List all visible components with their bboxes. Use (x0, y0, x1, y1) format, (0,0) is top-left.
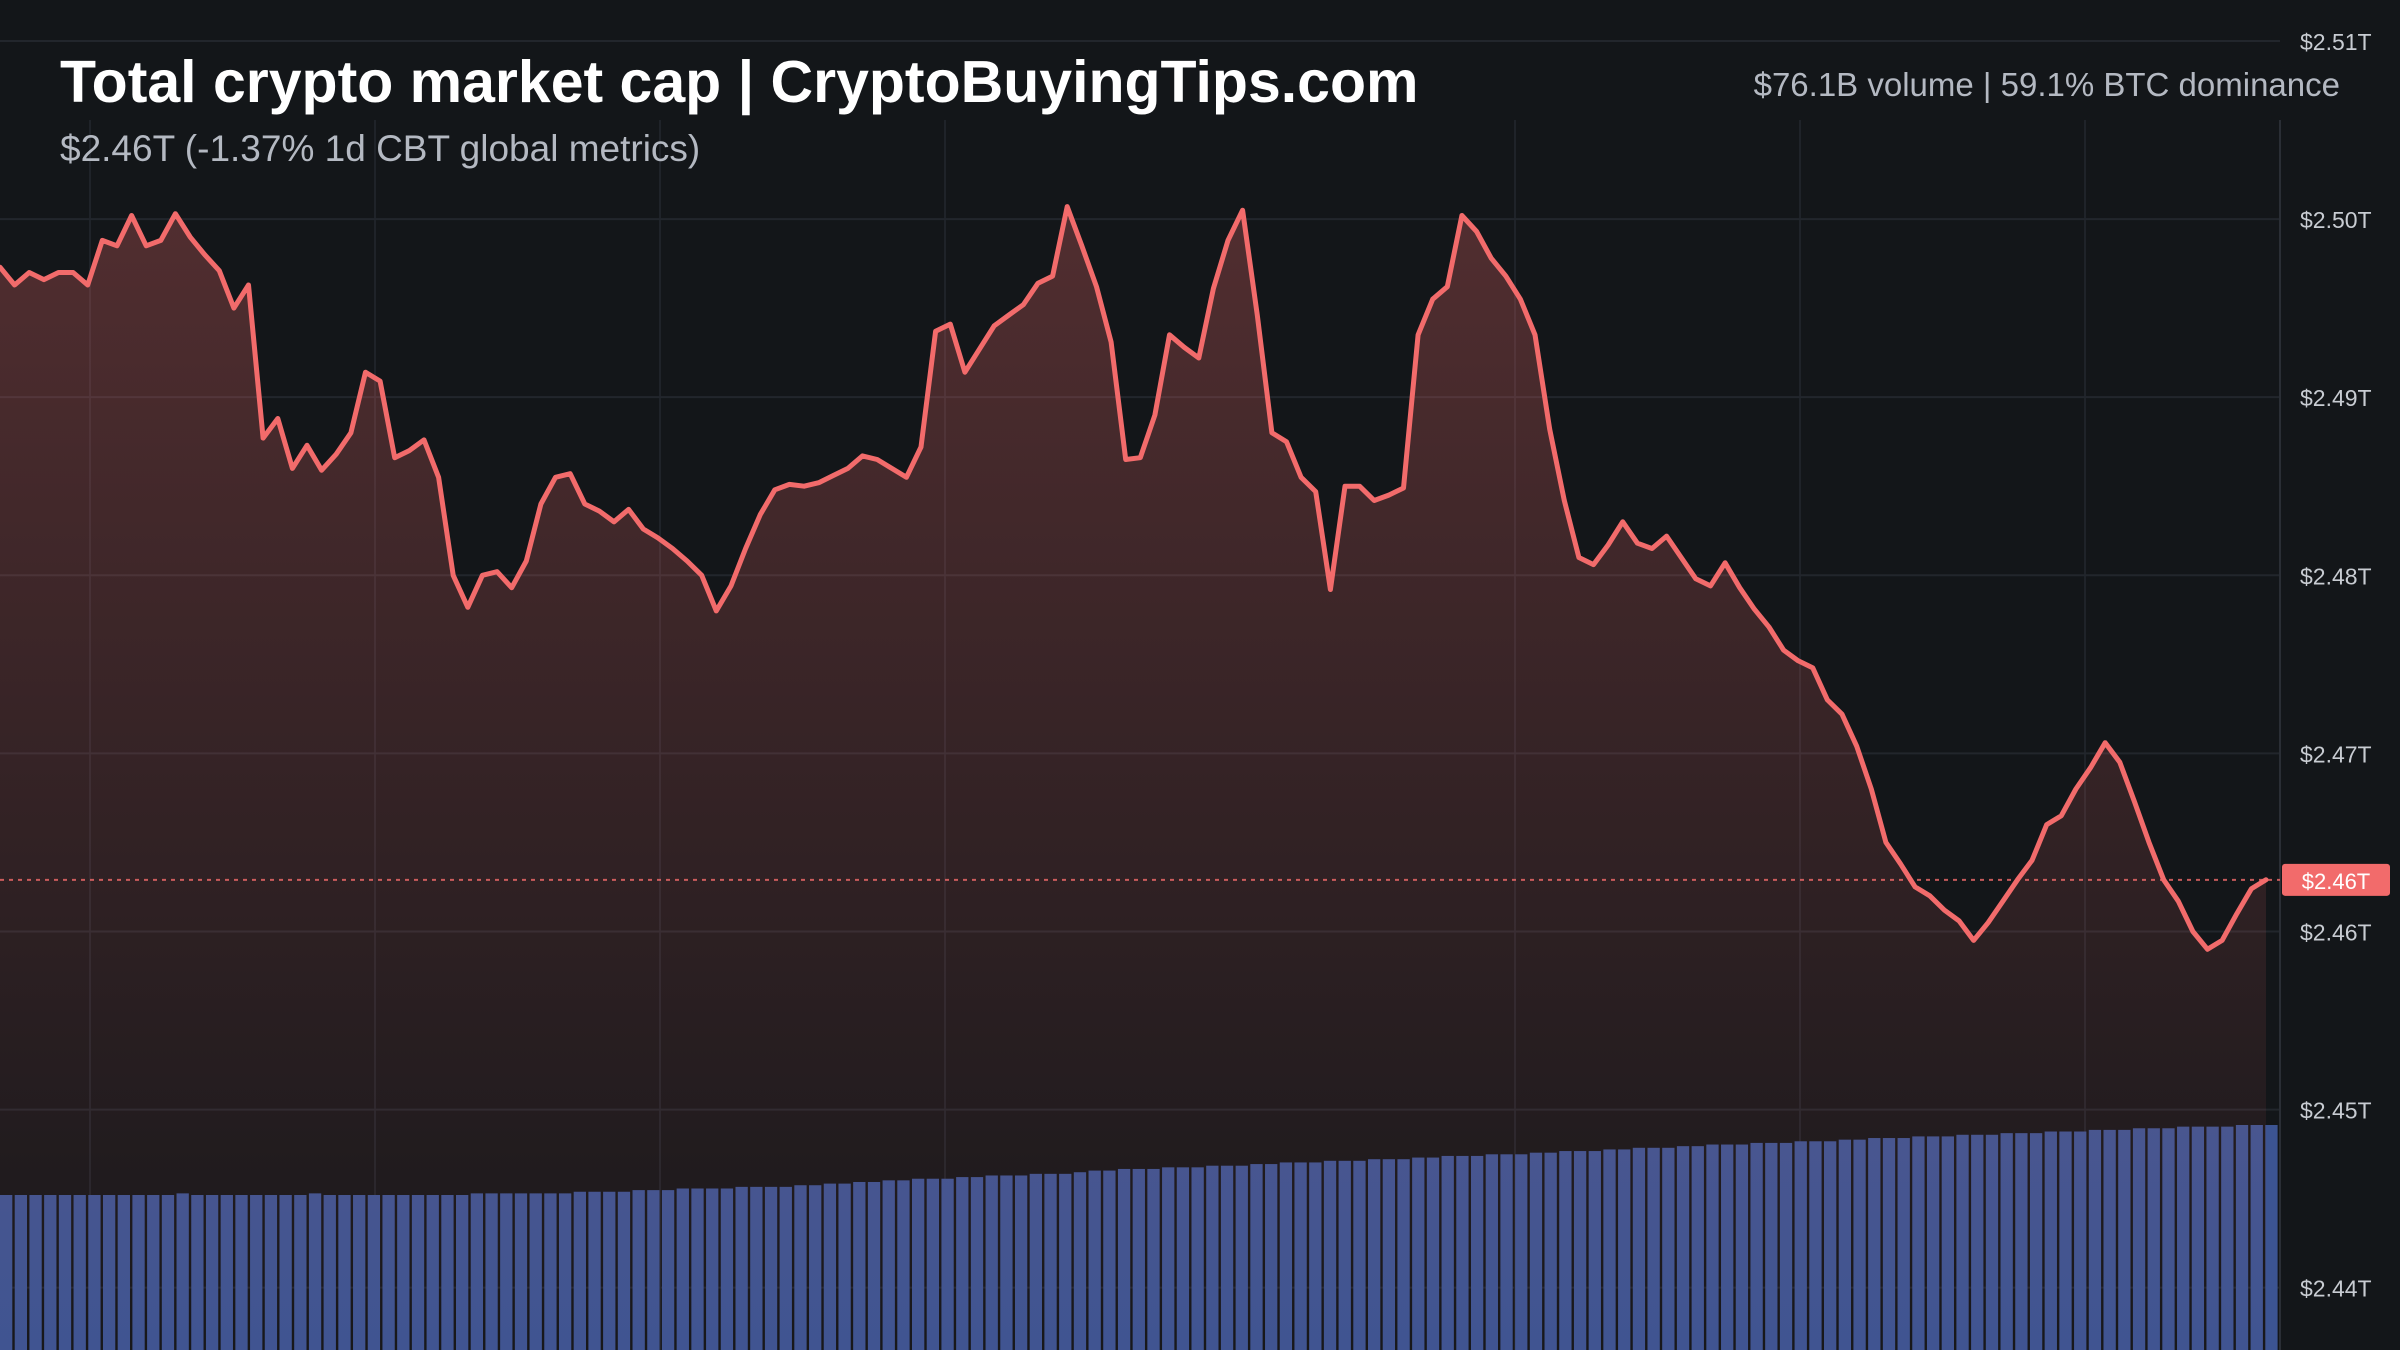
current-price-marker: $2.46T (0, 863, 2390, 896)
price-area-fill (0, 206, 2266, 1350)
price-area (0, 204, 2269, 1350)
y-tick-label: $2.48T (2300, 563, 2372, 589)
y-tick-label: $2.45T (2300, 1098, 2372, 1124)
y-tick-label: $2.51T (2300, 29, 2372, 55)
current-price-label: $2.46T (2302, 869, 2371, 894)
chart-subtitle: $2.46T (-1.37% 1d CBT global metrics) (60, 128, 701, 169)
y-tick-label: $2.46T (2300, 919, 2372, 945)
current-price-badge (2282, 863, 2390, 896)
market-stats: $76.1B volume | 59.1% BTC dominance (1753, 66, 2340, 103)
y-tick-label: $2.44T (2300, 1276, 2372, 1302)
y-tick-label: $2.47T (2300, 741, 2372, 767)
y-tick-label: $2.50T (2300, 207, 2372, 233)
price-line (0, 204, 2269, 952)
y-axis: $2.51T $2.50T $2.49T $2.48T $2.47T $2.46T $2.4… (2300, 29, 2372, 1302)
y-tick-label: $2.49T (2300, 385, 2372, 411)
chart-title: Total crypto market cap | CryptoBuyingTi… (60, 49, 1419, 115)
volume-bar (2265, 1125, 2278, 1350)
